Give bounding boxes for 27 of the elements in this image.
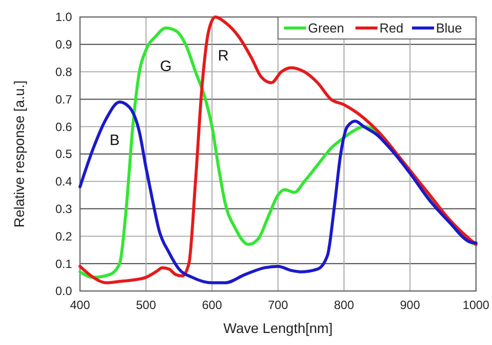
- x-axis-title: Wave Length[nm]: [223, 320, 333, 336]
- annotation: B: [110, 132, 120, 150]
- legend-label: Red: [380, 20, 404, 36]
- x-tick-label: 700: [268, 298, 288, 312]
- y-tick-label: 1.0: [55, 10, 72, 24]
- y-tick-label: 0.1: [55, 256, 72, 271]
- x-tick-label: 600: [202, 298, 222, 312]
- y-tick-label: 0.2: [55, 229, 72, 244]
- annotation: R: [218, 47, 229, 64]
- y-tick-label: 0.6: [55, 120, 72, 134]
- y-tick-label: 0.8: [55, 65, 72, 79]
- annotation: G: [160, 58, 172, 76]
- x-tick-label: 500: [136, 298, 156, 312]
- line-series: [78, 100, 478, 284]
- legend-label: Green: [308, 20, 344, 36]
- y-tick-label: 0.9: [55, 38, 72, 52]
- legend-label: Blue: [436, 20, 462, 36]
- x-tick-label: 1000: [462, 298, 490, 312]
- y-tick-label: 0.5: [55, 147, 72, 162]
- y-axis-title: Relative response [a.u.]: [11, 80, 27, 228]
- y-tick-label: 0.4: [55, 174, 72, 189]
- y-tick-label: 0.7: [55, 92, 72, 106]
- y-tick-label: 0.0: [55, 284, 72, 298]
- x-tick-label: 400: [70, 298, 90, 312]
- x-tick-label: 800: [334, 298, 354, 312]
- y-tick-label: 0.3: [55, 202, 72, 216]
- x-tick-label: 900: [400, 298, 420, 312]
